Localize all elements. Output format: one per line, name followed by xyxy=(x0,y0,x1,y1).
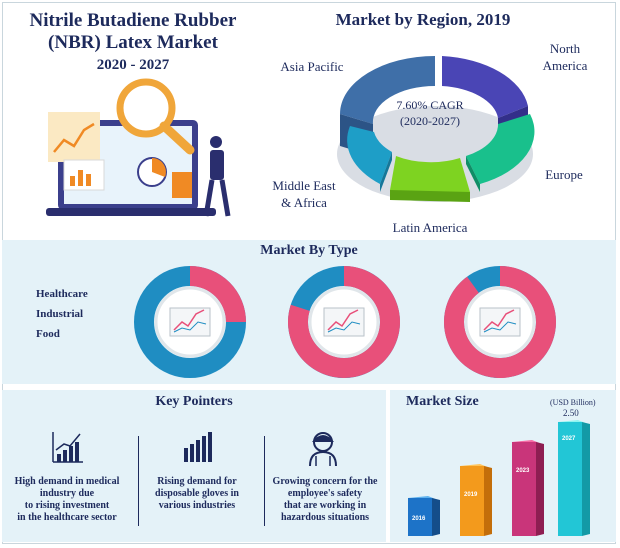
chart-board-icon xyxy=(479,307,521,337)
label-asia-pacific: Asia Pacific xyxy=(280,59,344,74)
key-pointers-section: Key Pointers High demand in medical indu… xyxy=(2,390,386,542)
bar-2016: 2016 xyxy=(408,496,440,536)
segment-middle-east-africa xyxy=(347,126,392,184)
donut-food-arc xyxy=(444,266,556,378)
kp3-line1: Growing concern for the xyxy=(272,476,378,487)
bar-2023-label: 2023 xyxy=(516,468,530,474)
key-pointer-3: Growing concern for the employee's safet… xyxy=(264,476,386,524)
label-mea-line2: & Africa xyxy=(281,195,327,210)
analytics-illustration xyxy=(46,78,231,217)
divider-2 xyxy=(264,436,265,526)
title-years: 2020 - 2027 xyxy=(96,57,170,73)
type-legend: Healthcare Industrial Food xyxy=(36,284,88,344)
divider-1 xyxy=(138,436,139,526)
market-type-section: Market By Type Healthcare Industrial Foo… xyxy=(2,240,616,384)
label-north-america: North America xyxy=(530,40,600,74)
bar-2019: 2019 xyxy=(460,464,492,536)
segment-north-america xyxy=(442,56,528,118)
donut-industrial-arc xyxy=(288,266,400,378)
region-title: Market by Region, 2019 xyxy=(335,10,511,29)
employee-safety-icon xyxy=(309,432,337,467)
kp1-line4: in the healthcare sector xyxy=(17,512,117,523)
key-pointer-1: High demand in medical industry due to r… xyxy=(6,476,128,524)
label-mea-line1: Middle East xyxy=(272,178,336,193)
donut-healthcare-arc xyxy=(190,266,246,322)
bar-2027-label: 2027 xyxy=(562,436,576,442)
region-ring-chart xyxy=(337,56,535,202)
bar-2019-label: 2019 xyxy=(464,492,478,498)
market-type-title: Market By Type xyxy=(260,243,358,258)
person-icon xyxy=(210,136,222,148)
label-europe: Europe xyxy=(545,167,583,182)
market-size-section: Market Size (USD Billion) 2.50 2016 2019… xyxy=(390,390,616,542)
label-latin-america: Latin America xyxy=(392,220,468,235)
segment-europe xyxy=(466,114,535,184)
chart-board-icon xyxy=(323,307,365,337)
bar-2023: 2023 xyxy=(512,440,544,536)
segment-latin-america xyxy=(390,156,470,197)
cagr-value: 7.60% CAGR xyxy=(396,98,464,112)
kp2-line1: Rising demand for xyxy=(157,476,237,487)
bar-2016-label: 2016 xyxy=(412,516,426,522)
document-icon xyxy=(172,172,192,198)
label-north-america-line2: America xyxy=(542,58,588,73)
market-size-value: 2.50 xyxy=(563,408,579,418)
kp1-line2: industry due xyxy=(39,488,95,499)
bar-chart-icon xyxy=(184,432,212,462)
donut-food xyxy=(444,266,556,378)
market-size-unit: (USD Billion) xyxy=(550,398,596,407)
kp3-line2: employee's safety xyxy=(287,488,363,499)
segment-asia-pacific xyxy=(340,56,435,124)
magnifier-icon xyxy=(116,78,176,138)
page-title: Nitrile Butadiene Rubber (NBR) Latex Mar… xyxy=(8,10,258,76)
legend-food: Food xyxy=(36,328,60,340)
key-pointer-2: Rising demand for disposable gloves in v… xyxy=(136,476,258,512)
bar-chart-growth-icon xyxy=(52,432,83,463)
cagr-label: 7.60% CAGR (2020-2027) xyxy=(385,97,475,129)
market-size-title: Market Size xyxy=(406,394,479,409)
legend-healthcare: Healthcare xyxy=(36,288,88,300)
legend-industrial: Industrial xyxy=(36,308,84,320)
kp2-line3: various industries xyxy=(158,500,236,511)
chart-board-icon xyxy=(169,307,211,337)
kp3-line3: that are working in xyxy=(283,500,367,511)
bar-2027: 2027 xyxy=(558,420,590,536)
title-line-1: Nitrile Butadiene Rubber xyxy=(29,10,237,31)
donut-healthcare xyxy=(134,266,246,378)
label-middle-east-africa: Middle East & Africa xyxy=(262,177,346,211)
kp3-line4: hazardous situations xyxy=(280,512,370,523)
chart-card-icon xyxy=(48,112,100,162)
title-line-2: (NBR) Latex Market xyxy=(48,32,218,53)
market-size-bars: 2016 2019 2023 2027 xyxy=(408,420,590,536)
kp1-line1: High demand in medical xyxy=(14,476,120,487)
kp1-line3: to rising investment xyxy=(24,500,110,511)
kp2-line2: disposable gloves in xyxy=(155,488,239,499)
donut-industrial xyxy=(288,266,400,378)
label-north-america-line1: North xyxy=(549,41,581,56)
key-pointers-title: Key Pointers xyxy=(155,394,233,409)
cagr-period: (2020-2027) xyxy=(400,114,460,128)
